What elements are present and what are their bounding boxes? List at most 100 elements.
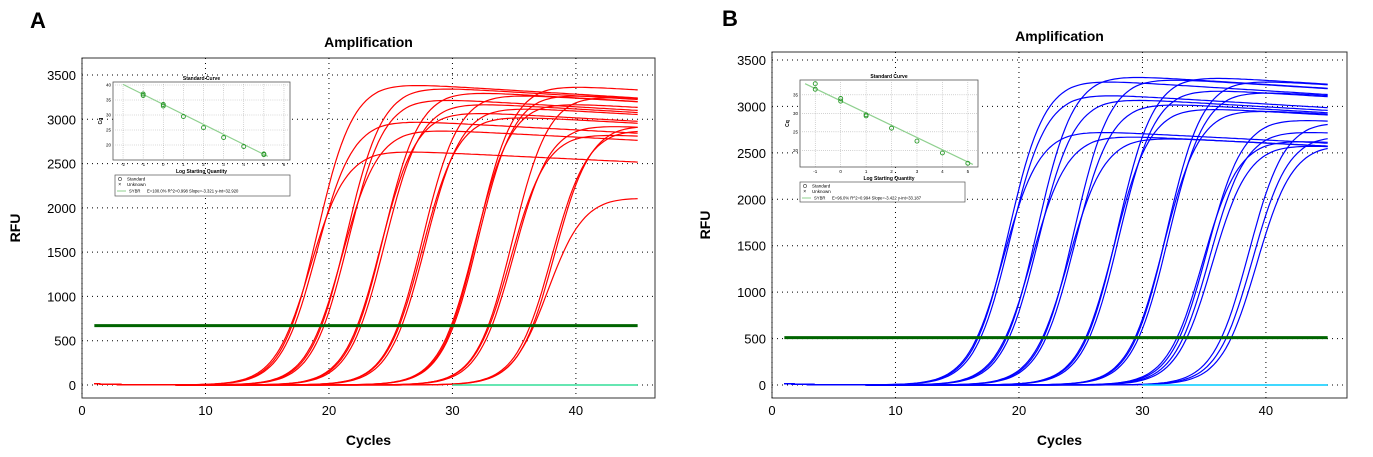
x-tick-label: 40 [1259,403,1273,418]
inset-x-tick: 5 [263,162,266,167]
inset-y-tick: 30 [106,113,112,118]
inset-legend [799,181,966,203]
inset-y-tick: 35 [106,98,112,103]
standard-point [160,102,166,107]
standard-point [180,114,186,119]
inset-title: Standard Curve [870,74,907,80]
legend-fit-stats: E=100.0% R^2=0.998 Slope=-3.321 y-int=32… [147,189,239,194]
inset-x-tick: 0 [162,162,165,167]
inset-y-tick: 20 [106,143,112,148]
inset-x-tick: 1 [865,169,868,174]
inset-x-tick: 2 [890,169,893,174]
amplification-curve [94,198,638,386]
legend-standard: Standard [812,184,831,189]
standard-point [812,86,818,92]
y-axis-label: RFU [697,211,713,240]
inset-x-tick: 3 [222,162,225,167]
legend-fit-stats: E=96.0% R^2=0.994 Slope=-3.422 y-int=33.… [832,196,922,201]
inset-y-tick: 25 [793,129,799,134]
y-tick-label: 0 [69,378,76,393]
x-tick-label: 20 [1012,403,1026,418]
panel-label: B [722,6,738,31]
panel-label: A [30,8,46,33]
standard-marker-icon [803,184,807,188]
inset-x-tick: 6 [283,162,286,167]
inset-y-tick: 35 [793,92,799,97]
standard-point [140,93,146,98]
legend-unknown: Unknown [812,189,831,194]
standard-point [914,138,920,144]
x-tick-label: 10 [888,403,902,418]
y-tick-label: 3000 [737,99,766,114]
amplification-curve [784,147,1328,386]
x-axis-label: Cycles [346,432,391,448]
y-tick-label: 0 [759,378,766,393]
y-tick-label: 2000 [737,192,766,207]
y-tick-label: 500 [54,334,76,349]
y-tick-label: 2500 [47,157,76,172]
inset-y-tick: 20 [793,148,799,153]
y-axis-label: RFU [7,214,23,243]
standard-curve-inset: Standard Curve Log Starting Quantity Cq -1 0… [785,74,979,203]
standard-marker-icon [118,177,122,181]
x-tick-label: 0 [78,403,85,418]
standard-curve-inset: Standard Curve Log Starting Quantity Cq -2 -… [98,76,291,197]
y-tick-label: 1000 [47,289,76,304]
standard-point [889,125,894,131]
legend-standard: Standard [127,177,146,182]
unknown-marker-icon: × [118,182,121,188]
inset-x-tick: 2 [202,162,205,167]
y-tick-label: 3500 [47,68,76,83]
fit-line [804,83,974,165]
standard-point [838,96,844,101]
unknown-marker-icon: × [803,189,806,195]
standard-point [812,81,818,87]
standard-point [160,103,166,109]
y-tick-label: 3500 [737,53,766,68]
x-tick-label: 30 [1135,403,1149,418]
inset-x-tick: -1 [813,169,817,174]
standard-point [140,91,146,97]
inset-frame [112,81,291,161]
standard-point [221,135,227,140]
inset-title: Standard Curve [183,76,220,82]
inset-legend [114,174,291,197]
inset-x-label: Log Starting Quantity [176,169,227,175]
y-tick-label: 3000 [47,112,76,127]
inset-x-tick: -1 [141,162,145,167]
inset-x-tick: 4 [242,162,245,167]
chart-title: Amplification [1015,28,1104,44]
x-tick-label: 0 [768,403,775,418]
inset-y-label: Cq [98,118,104,125]
x-tick-label: 10 [198,403,212,418]
x-axis-label: Cycles [1037,432,1082,448]
standard-point [838,98,844,104]
inset-x-tick: -2 [121,162,125,167]
x-tick-label: 30 [445,403,459,418]
inset-x-tick: 1 [182,162,185,167]
inset-x-tick: 3 [916,169,919,174]
inset-x-tick: 0 [839,169,842,174]
x-tick-label: 40 [569,403,583,418]
y-tick-label: 1000 [737,285,766,300]
y-tick-label: 2500 [737,146,766,161]
inset-y-label: Cq [785,120,791,127]
y-tick-label: 2000 [47,201,76,216]
inset-x-tick: 4 [941,169,944,174]
inset-y-tick: 40 [106,83,112,88]
x-tick-label: 20 [322,403,336,418]
y-tick-label: 500 [744,332,766,347]
standard-point [261,152,267,158]
standard-point [939,150,945,156]
inset-x-label: Log Starting Quantity [863,176,914,182]
legend-unknown: Unknown [127,182,146,187]
chart-title: Amplification [324,34,413,50]
inset-y-tick: 30 [793,111,799,116]
y-tick-label: 1500 [47,245,76,260]
standard-point [201,125,206,131]
y-tick-label: 1500 [737,239,766,254]
standard-point [241,144,247,149]
